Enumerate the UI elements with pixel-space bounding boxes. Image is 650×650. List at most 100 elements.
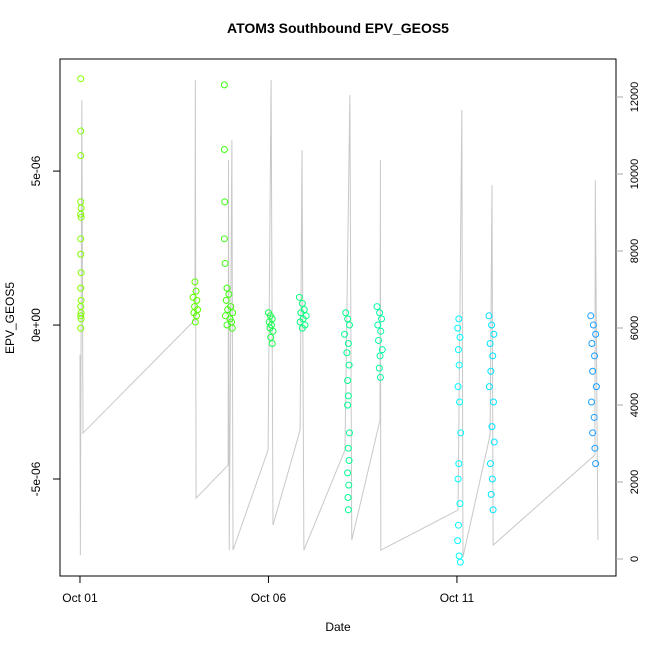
- point: [269, 327, 277, 335]
- y2-tick-label: 4000: [629, 393, 641, 417]
- point: [345, 361, 353, 369]
- point: [588, 340, 596, 348]
- point: [77, 152, 85, 160]
- point: [378, 346, 386, 354]
- altitude-line: [79, 80, 599, 558]
- point: [228, 324, 236, 332]
- x-tick-label: Oct 06: [251, 591, 287, 605]
- point: [376, 352, 384, 360]
- point: [77, 213, 85, 221]
- point: [77, 250, 85, 258]
- point: [487, 367, 495, 375]
- point: [342, 309, 350, 317]
- point: [224, 306, 232, 314]
- point: [454, 475, 462, 483]
- point: [454, 521, 462, 529]
- point: [345, 457, 353, 465]
- point: [221, 259, 229, 267]
- point: [590, 413, 598, 421]
- point: [375, 336, 383, 344]
- point: [344, 444, 352, 452]
- point: [191, 318, 199, 326]
- point: [344, 469, 352, 477]
- point: [587, 398, 595, 406]
- point: [454, 383, 462, 391]
- point: [592, 330, 600, 338]
- point: [192, 287, 200, 295]
- point: [456, 398, 464, 406]
- point: [456, 558, 464, 566]
- y-tick-label: -5e-06: [29, 461, 43, 496]
- point: [295, 293, 303, 301]
- point: [344, 506, 352, 514]
- point: [486, 340, 494, 348]
- y2-tick-label: 0: [629, 556, 641, 562]
- y2-tick-label: 8000: [629, 239, 641, 263]
- point: [456, 500, 464, 508]
- y-axis-label: EPV_GEOS5: [3, 282, 17, 354]
- point: [77, 198, 85, 206]
- plot-frame: [59, 58, 617, 577]
- point: [591, 352, 599, 360]
- x-tick-label: Oct 01: [62, 591, 98, 605]
- y-tick-label: 0e+00: [29, 308, 43, 342]
- point: [378, 315, 386, 323]
- point: [344, 392, 352, 400]
- point: [377, 327, 385, 335]
- point: [487, 490, 495, 498]
- y2-tick-label: 2000: [629, 470, 641, 494]
- point: [345, 321, 353, 329]
- point: [268, 340, 276, 348]
- point: [296, 318, 304, 326]
- point: [298, 324, 306, 332]
- point: [344, 493, 352, 501]
- point: [455, 361, 463, 369]
- point: [223, 321, 231, 329]
- point: [485, 312, 493, 320]
- point: [220, 146, 228, 154]
- point: [455, 552, 463, 560]
- x-axis-label: Date: [325, 620, 351, 634]
- point: [220, 235, 228, 243]
- point: [77, 312, 85, 320]
- point: [490, 330, 498, 338]
- point: [589, 429, 597, 437]
- point: [454, 537, 462, 545]
- point: [373, 303, 381, 311]
- point: [225, 290, 233, 298]
- point: [592, 383, 600, 391]
- point: [191, 278, 199, 286]
- point: [223, 284, 231, 292]
- point: [77, 315, 85, 323]
- point: [488, 423, 496, 431]
- point: [490, 438, 498, 446]
- point: [297, 309, 305, 317]
- point: [229, 309, 237, 317]
- point: [344, 401, 352, 409]
- point: [345, 429, 353, 437]
- point: [77, 324, 85, 332]
- point: [344, 376, 352, 384]
- y2-tick-label: 6000: [629, 316, 641, 340]
- point: [456, 333, 464, 341]
- point: [298, 299, 306, 307]
- point: [344, 315, 352, 323]
- point: [220, 81, 228, 89]
- point: [455, 315, 463, 323]
- point: [375, 364, 383, 372]
- point: [488, 321, 496, 329]
- point: [77, 284, 85, 292]
- point: [587, 312, 595, 320]
- point: [589, 321, 597, 329]
- chart-title: ATOM3 Southbound EPV_GEOS5: [227, 20, 449, 36]
- point: [77, 127, 85, 135]
- point: [591, 444, 599, 452]
- point: [589, 367, 597, 375]
- point: [77, 235, 85, 243]
- point: [77, 75, 85, 83]
- point: [343, 349, 351, 357]
- point: [454, 324, 462, 332]
- point: [341, 330, 349, 338]
- point: [222, 296, 230, 304]
